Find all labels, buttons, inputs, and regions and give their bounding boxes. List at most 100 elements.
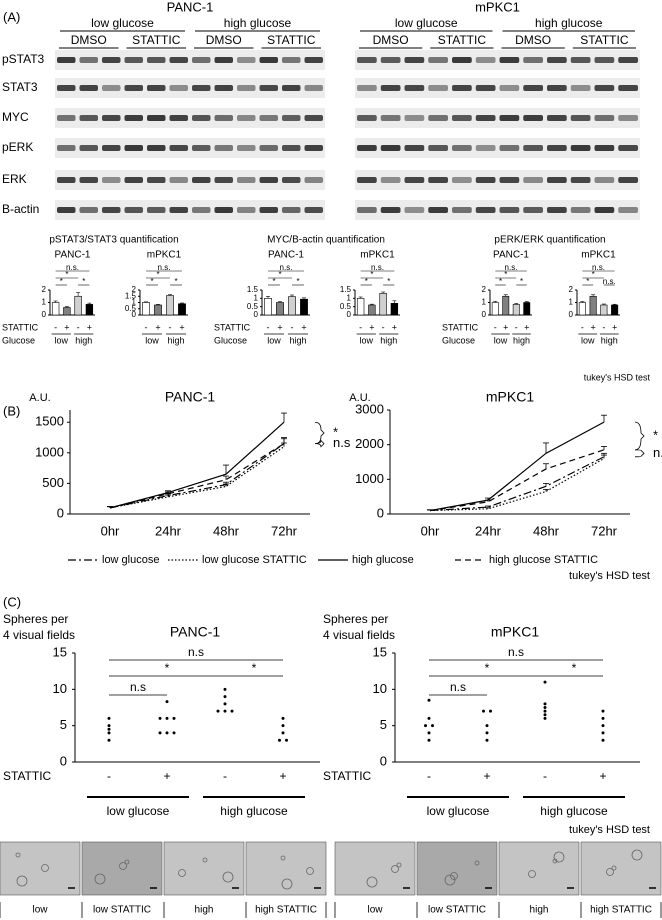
x-tick-label: + (590, 322, 595, 332)
blot-band (192, 85, 211, 91)
y-tick-label: 1500 (35, 414, 64, 429)
micrograph-label: high (530, 905, 549, 916)
blot-band (259, 57, 278, 63)
blot-strip (355, 170, 640, 190)
blot-band (452, 115, 472, 121)
blot-band (547, 177, 567, 183)
blot-band (570, 57, 591, 63)
data-point (165, 731, 169, 735)
row-header: Glucose (2, 335, 35, 345)
blot-band (57, 85, 76, 91)
bar (166, 295, 174, 316)
x-tick-label: + (64, 322, 69, 332)
data-point (281, 716, 285, 720)
blot-band (214, 57, 233, 63)
sphere (474, 860, 480, 866)
micrograph-label: low (32, 905, 48, 916)
chart-subtitle: mPKC1 (581, 250, 616, 261)
y-axis-label: A.U. (349, 392, 370, 404)
blot-band (499, 177, 520, 183)
blot-band (499, 57, 520, 63)
significance-label: * (504, 270, 507, 279)
x-tick-label: - (54, 322, 57, 332)
y-tick-label: 0 (380, 753, 387, 768)
blot-band (237, 177, 256, 183)
y-tick-label: 3000 (355, 401, 384, 416)
y-tick-label: 10 (53, 681, 67, 696)
x-tick-label: + (483, 769, 490, 783)
significance-label: * (60, 277, 63, 286)
blot-strip (55, 170, 325, 190)
bar (154, 304, 162, 316)
blot-band (452, 145, 472, 151)
x-tick-label: + (369, 322, 374, 332)
bar (600, 304, 608, 316)
treatment-label: STATTIC (267, 33, 316, 47)
significance-label: n.s. (505, 263, 518, 272)
group-label: high glucose (540, 804, 608, 818)
significance-label: * (586, 277, 589, 286)
data-point (172, 731, 176, 735)
y-tick-label: 0 (254, 310, 259, 319)
bar (390, 303, 399, 316)
blot-band (147, 57, 166, 63)
x-tick-label: + (279, 769, 286, 783)
bar (523, 302, 531, 316)
blot-band (428, 145, 448, 151)
blot-band (618, 145, 638, 151)
x-tick-label: - (267, 322, 270, 332)
blot-band (192, 145, 211, 151)
significance-label: * (592, 270, 595, 279)
group-label: low (494, 335, 508, 345)
x-tick-label: + (599, 769, 606, 783)
chart-subtitle: mPKC1 (147, 250, 182, 261)
group-label: low glucose (107, 804, 170, 818)
data-point (482, 709, 485, 713)
treatment-label: DMSO (206, 33, 242, 47)
significance-brace (634, 449, 645, 458)
y-tick-label: 1 (42, 298, 47, 307)
significance-label: n.s (450, 680, 466, 694)
blot-band (102, 177, 121, 183)
blot-row-label: ERK (2, 172, 27, 186)
blot-band (124, 177, 143, 183)
micrograph (163, 841, 245, 896)
x-tick-label: - (223, 769, 227, 783)
sphere (366, 876, 378, 888)
data-point (424, 724, 427, 728)
bar (578, 302, 586, 316)
blot-band (594, 115, 615, 121)
chart-subtitle: PANC-1 (493, 250, 529, 261)
blot-band (547, 85, 567, 91)
blot-band (475, 57, 496, 63)
y-tick-label: 2 (42, 285, 47, 294)
significance-label: * (150, 277, 153, 286)
significance-label: * (387, 277, 390, 286)
blot-band (192, 57, 211, 63)
blot-band (428, 177, 448, 183)
blot-band (304, 85, 323, 91)
y-tick-label: 0 (377, 505, 384, 520)
significance-label: * (272, 277, 275, 286)
blot-band (404, 177, 425, 183)
data-point (601, 724, 605, 728)
condition-label: low glucose (395, 16, 458, 30)
blot-band (594, 85, 615, 91)
significance-brace (634, 421, 645, 451)
data-point (543, 709, 547, 713)
x-tick-label: 24hr (155, 523, 182, 538)
x-tick-label: + (277, 322, 282, 332)
data-point (543, 680, 547, 684)
blot-band (594, 145, 615, 151)
blot-strip (355, 138, 640, 158)
significance-label: n.s. (603, 277, 616, 286)
test-note: tukey's HSD test (569, 824, 650, 836)
bar (63, 307, 71, 316)
blot-band (452, 207, 472, 213)
blot-band (237, 115, 256, 121)
blot-band (304, 177, 323, 183)
blot-strip (355, 78, 640, 98)
blot-band (214, 207, 233, 213)
blot-band (618, 57, 638, 63)
blot-band (428, 115, 448, 121)
